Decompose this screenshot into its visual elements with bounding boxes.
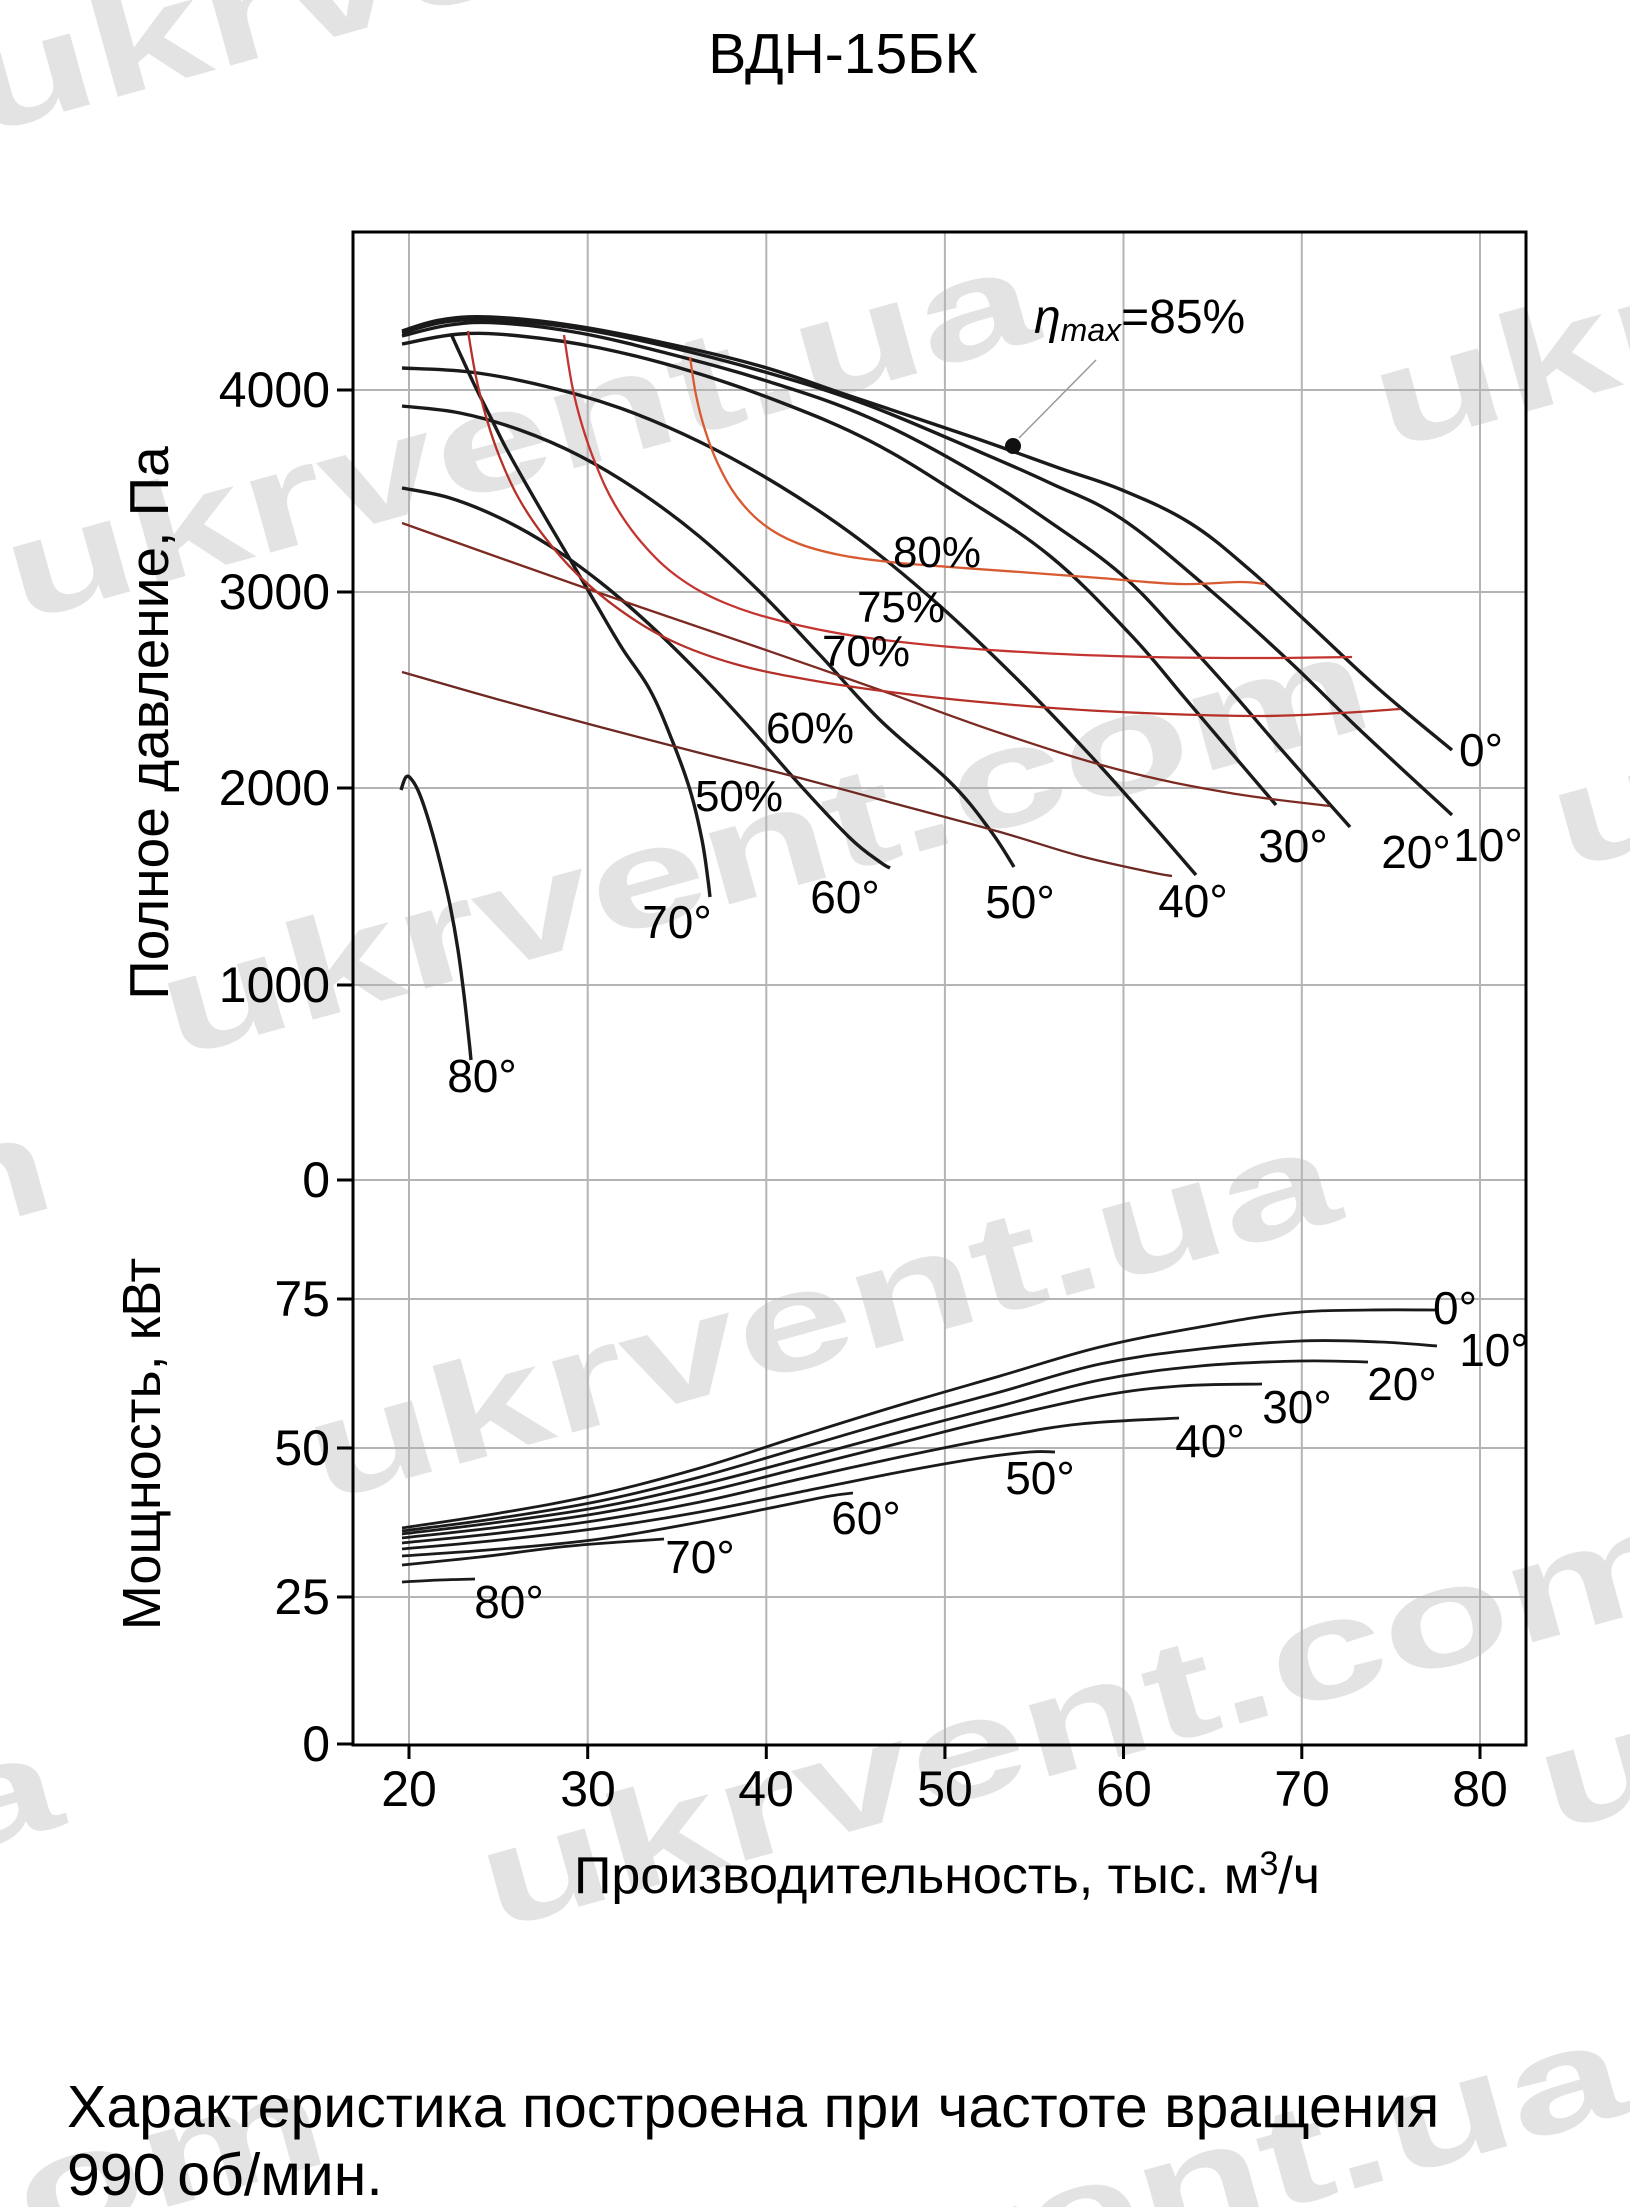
svg-text:30°: 30°	[1258, 820, 1328, 872]
svg-text:60%: 60%	[766, 704, 854, 753]
svg-text:10°: 10°	[1459, 1324, 1529, 1376]
svg-text:60°: 60°	[810, 871, 880, 923]
svg-text:20°: 20°	[1381, 826, 1451, 878]
svg-text:990 об/мин.: 990 об/мин.	[67, 2142, 383, 2207]
svg-text:50: 50	[274, 1420, 330, 1476]
svg-text:Полное давление, Па: Полное давление, Па	[118, 446, 180, 1000]
svg-text:50°: 50°	[1005, 1452, 1075, 1504]
svg-text:70°: 70°	[665, 1531, 735, 1583]
svg-text:ηmax=85%: ηmax=85%	[1034, 291, 1245, 348]
svg-text:Характеристика построена при ч: Характеристика построена при частоте вра…	[67, 2074, 1439, 2140]
svg-text:Мощность, кВт: Мощность, кВт	[112, 1258, 172, 1630]
svg-text:80°: 80°	[447, 1050, 517, 1102]
svg-text:1000: 1000	[219, 957, 330, 1013]
svg-text:30°: 30°	[1262, 1381, 1332, 1433]
svg-text:0: 0	[302, 1716, 330, 1772]
svg-text:20°: 20°	[1367, 1358, 1437, 1410]
svg-text:70%: 70%	[822, 627, 910, 676]
svg-text:70: 70	[1274, 1761, 1330, 1817]
svg-text:80°: 80°	[474, 1576, 544, 1628]
svg-text:Производительность, тыс. м3/ч: Производительность, тыс. м3/ч	[574, 1845, 1320, 1905]
svg-text:0°: 0°	[1433, 1282, 1477, 1334]
svg-text:75%: 75%	[857, 583, 945, 632]
svg-text:40°: 40°	[1158, 875, 1228, 927]
svg-text:25: 25	[274, 1569, 330, 1625]
svg-text:2000: 2000	[219, 760, 330, 816]
svg-text:ВДН-15БК: ВДН-15БК	[708, 22, 978, 86]
svg-text:4000: 4000	[219, 362, 330, 418]
svg-text:0: 0	[302, 1152, 330, 1208]
svg-text:80%: 80%	[893, 528, 981, 577]
svg-text:10°: 10°	[1453, 819, 1523, 871]
svg-text:80: 80	[1452, 1761, 1508, 1817]
svg-text:70°: 70°	[642, 896, 712, 948]
svg-text:3000: 3000	[219, 564, 330, 620]
svg-text:75: 75	[274, 1271, 330, 1327]
svg-text:50%: 50%	[695, 772, 783, 821]
svg-text:20: 20	[381, 1761, 437, 1817]
svg-text:60: 60	[1096, 1761, 1152, 1817]
svg-text:60°: 60°	[831, 1492, 901, 1544]
svg-text:30: 30	[560, 1761, 616, 1817]
svg-text:50: 50	[917, 1761, 973, 1817]
svg-text:40°: 40°	[1175, 1415, 1245, 1467]
svg-text:50°: 50°	[985, 876, 1055, 928]
svg-text:0°: 0°	[1459, 724, 1503, 776]
svg-text:40: 40	[738, 1761, 794, 1817]
